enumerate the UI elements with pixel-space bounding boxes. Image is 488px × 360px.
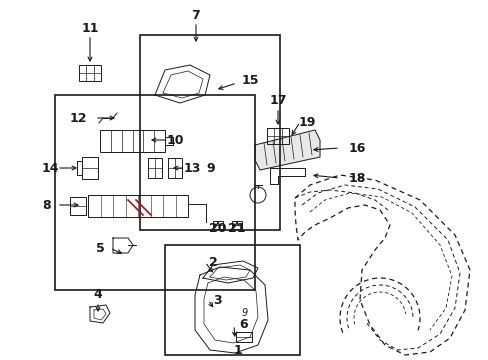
Polygon shape: [254, 130, 319, 170]
Text: 4: 4: [93, 288, 102, 302]
Bar: [55, 95, 254, 290]
Bar: [79, 65, 101, 81]
Text: 9: 9: [206, 162, 215, 175]
Text: 17: 17: [269, 94, 286, 107]
Bar: [70, 197, 86, 215]
Text: 19: 19: [298, 116, 315, 129]
Bar: [140, 35, 280, 230]
Bar: [82, 157, 98, 179]
Text: 8: 8: [42, 198, 51, 212]
Text: 12: 12: [69, 112, 86, 125]
Text: 21: 21: [228, 221, 245, 234]
Text: 9: 9: [242, 308, 247, 318]
Text: 1: 1: [233, 343, 242, 356]
Text: 6: 6: [239, 319, 248, 332]
Text: 16: 16: [347, 141, 365, 154]
Bar: [88, 195, 187, 217]
Bar: [231, 221, 242, 229]
Text: 18: 18: [347, 171, 365, 185]
Text: 15: 15: [241, 73, 258, 86]
Bar: [164, 245, 299, 355]
Text: 5: 5: [96, 242, 104, 255]
Bar: [100, 130, 164, 152]
Text: 14: 14: [41, 162, 59, 175]
Text: 3: 3: [213, 293, 222, 306]
Bar: [168, 158, 182, 178]
Text: 20: 20: [209, 221, 226, 234]
Text: 11: 11: [81, 22, 99, 35]
Text: 13: 13: [183, 162, 200, 175]
Bar: [213, 221, 223, 229]
Text: 10: 10: [166, 134, 183, 147]
Bar: [148, 158, 162, 178]
Bar: [266, 128, 288, 144]
Bar: [236, 332, 251, 342]
Text: 2: 2: [208, 256, 217, 269]
Text: 7: 7: [191, 9, 200, 22]
